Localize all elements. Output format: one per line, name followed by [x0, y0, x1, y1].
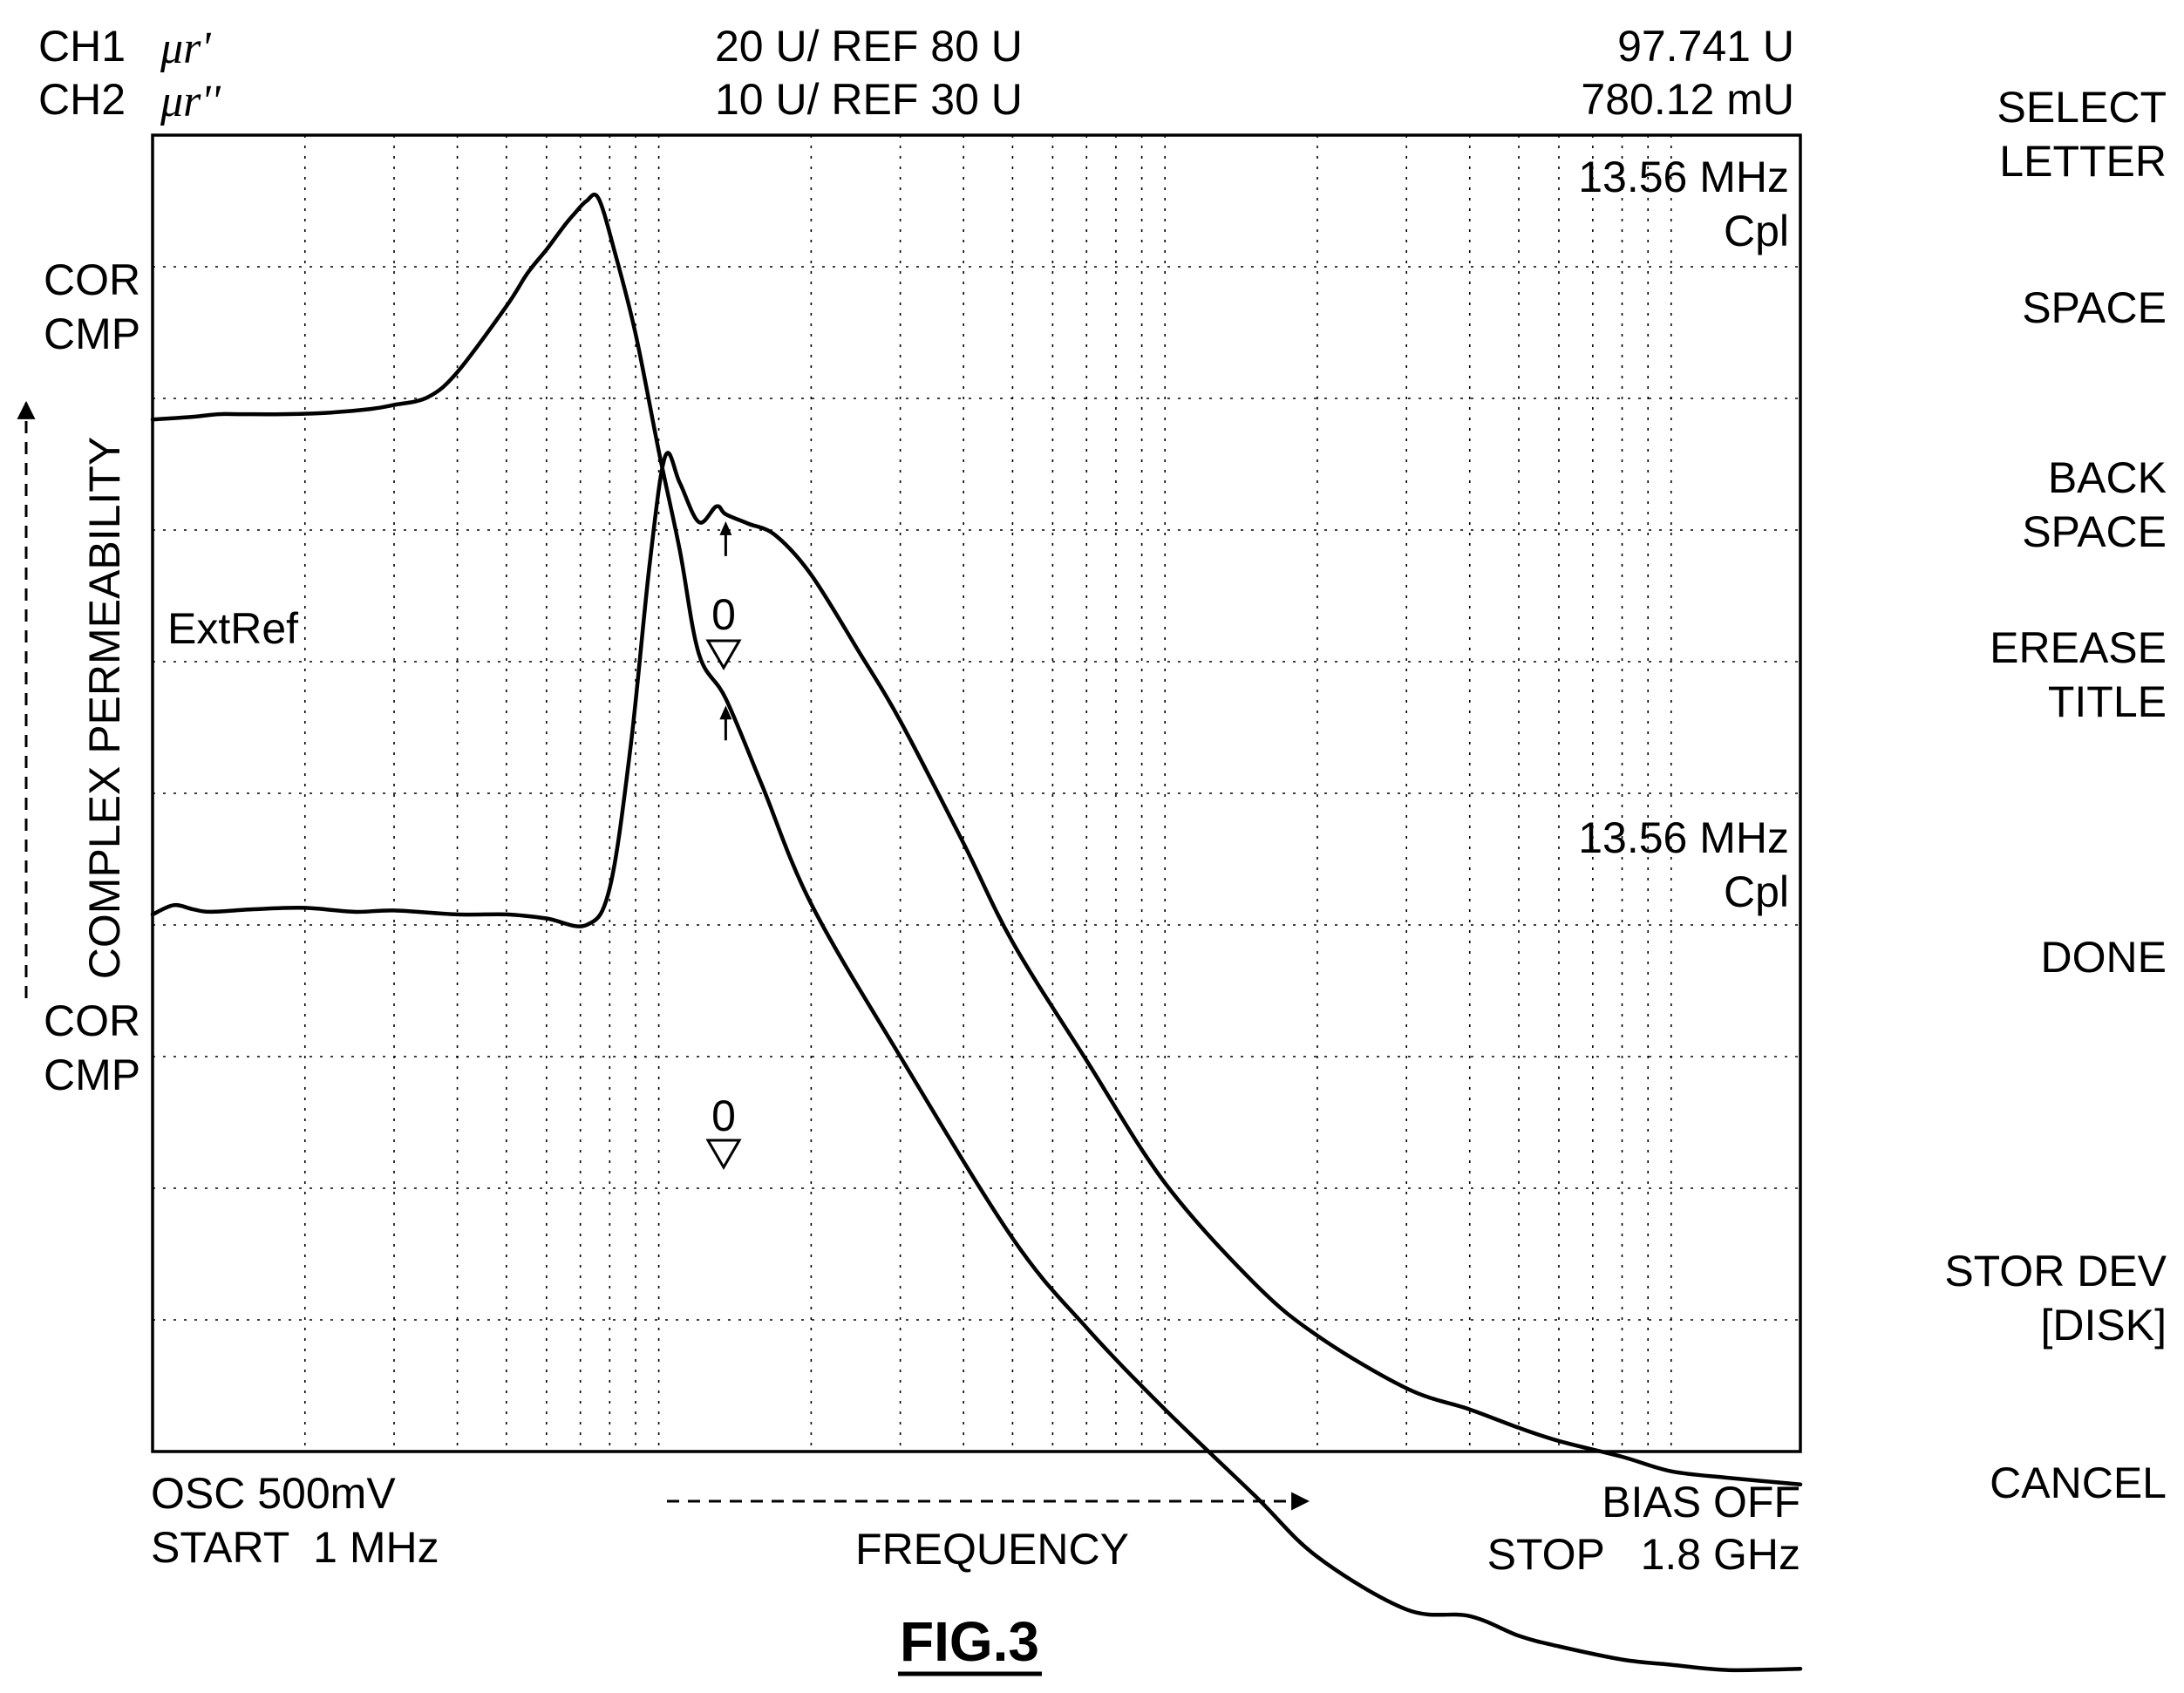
cor-label-top: COR	[44, 255, 140, 304]
softkey-label-line1: CANCEL	[1990, 1458, 2167, 1507]
marker1-coupling: Cpl	[1724, 207, 1789, 255]
marker-arrows	[719, 520, 732, 741]
figure-caption: FIG.3	[900, 1610, 1039, 1673]
stop-frequency: STOP 1.8 GHz	[1487, 1530, 1800, 1579]
softkey-stor-dev[interactable]: STOR DEV [DISK]	[1944, 1247, 2167, 1350]
osc-level: OSC 500mV	[151, 1469, 396, 1518]
softkey-label-line1: BACK	[2048, 453, 2167, 502]
softkey-cancel[interactable]: CANCEL	[1990, 1458, 2167, 1507]
ch1-parameter: μr'	[160, 24, 211, 73]
marker2-coupling: Cpl	[1724, 867, 1789, 916]
header: CH1 μr' 20 U/ REF 80 U 97.741 U CH2 μr''…	[38, 22, 1794, 126]
marker1-frequency: 13.56 MHz	[1578, 153, 1789, 201]
marker-arrow-ch2	[719, 705, 732, 720]
softkey-label-line2: TITLE	[2048, 677, 2167, 726]
ch2-label: CH2	[38, 75, 126, 124]
softkey-label-line2: [DISK]	[2041, 1301, 2167, 1350]
ref-marker-triangle-ch2	[705, 639, 742, 670]
ch2-value: 780.12 mU	[1581, 75, 1794, 124]
left-labels: COR CMP COR CMP COMPLEX PERMEABILITY	[17, 255, 140, 1099]
softkey-label-line2: SPACE	[2022, 507, 2167, 556]
plot-frame	[151, 133, 1802, 1453]
softkey-label-line2: LETTER	[1999, 137, 2167, 186]
footer: OSC 500mV START 1 MHz FREQUENCY BIAS OFF…	[151, 1469, 1800, 1579]
marker-arrow-ch1	[719, 520, 732, 535]
ch1-label: CH1	[38, 22, 126, 71]
x-axis-label: FREQUENCY	[855, 1525, 1129, 1574]
softkey-done[interactable]: DONE	[2041, 933, 2167, 982]
trace-mu-r-prime	[150, 451, 1803, 1487]
softkey-back[interactable]: BACK SPACE	[2022, 453, 2167, 556]
cor-label-bottom: COR	[44, 996, 140, 1045]
extref-label: ExtRef	[167, 604, 298, 653]
ch2-scale: 10 U/ REF 30 U	[715, 75, 1023, 124]
softkey-select[interactable]: SELECT LETTER	[1997, 83, 2167, 186]
ref-marker-triangle-ch1	[705, 1139, 742, 1170]
softkey-label-line1: EREASE	[1990, 623, 2167, 672]
softkey-panel: SELECT LETTER SPACE BACK SPACE EREASE TITLE DON…	[1944, 83, 2167, 1507]
cmp-label-bottom: CMP	[44, 1050, 140, 1099]
traces	[150, 192, 1803, 1673]
softkey-erease[interactable]: EREASE TITLE	[1990, 623, 2167, 726]
plot-area: 0 0 ExtRef 13.56 MHz Cpl 13.56 MHz Cpl	[150, 133, 1803, 1673]
cmp-label-top: CMP	[44, 309, 140, 358]
softkey-label-line1: SPACE	[2022, 283, 2167, 332]
marker2-frequency: 13.56 MHz	[1578, 813, 1789, 862]
ch1-scale: 20 U/ REF 80 U	[715, 22, 1023, 71]
figure-caption-group: FIG.3	[898, 1610, 1042, 1676]
softkey-label-line1: DONE	[2041, 933, 2167, 982]
ch2-parameter: μr''	[160, 77, 221, 126]
reference-markers: 0 0	[705, 590, 742, 1170]
softkey-label-line1: STOR DEV	[1944, 1247, 2167, 1295]
start-frequency: START 1 MHz	[151, 1523, 439, 1572]
ch1-value: 97.741 U	[1617, 22, 1794, 71]
ref-marker-label-ch1: 0	[711, 1091, 736, 1140]
bias-status: BIAS OFF	[1602, 1478, 1800, 1526]
ref-marker-label-ch2: 0	[711, 590, 736, 639]
trace-mu-r-double-prime	[150, 192, 1803, 1673]
softkey-label-line1: SELECT	[1997, 83, 2167, 132]
softkey-space[interactable]: SPACE	[2022, 283, 2167, 332]
y-axis-label: COMPLEX PERMEABILITY	[80, 437, 129, 979]
horizontal-gridlines	[153, 266, 1800, 1321]
